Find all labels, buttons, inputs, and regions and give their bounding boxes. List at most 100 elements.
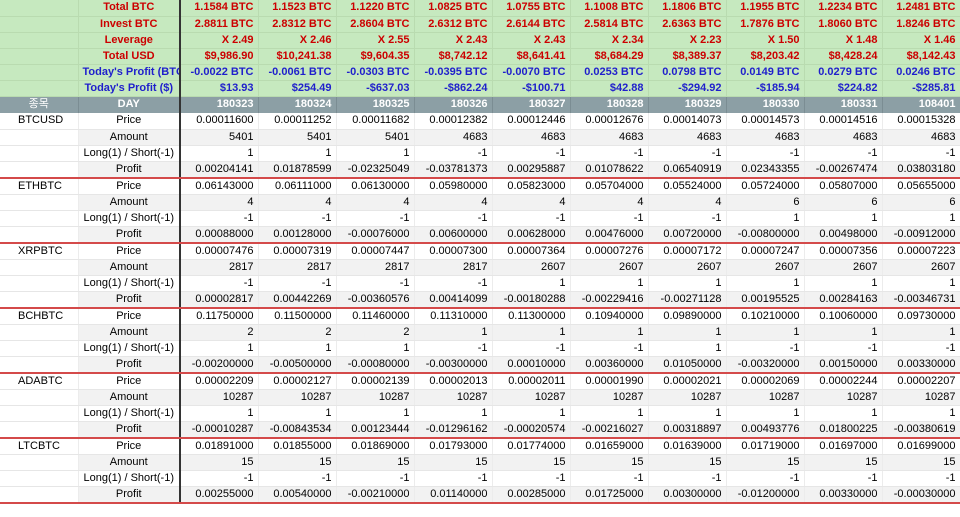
value-cell[interactable]: -1 (492, 340, 571, 357)
summary-value-cell[interactable]: 2.8604 BTC (336, 16, 415, 33)
summary-value-cell[interactable]: -$862.24 (414, 80, 493, 97)
row-label-cell[interactable]: Price (78, 307, 181, 325)
value-cell[interactable]: 4 (648, 194, 727, 211)
value-cell[interactable]: 0.05807000 (804, 177, 883, 195)
summary-value-cell[interactable]: $9,604.35 (336, 48, 415, 65)
row-label-cell[interactable]: Profit (78, 356, 181, 374)
value-cell[interactable]: 1 (726, 324, 805, 341)
value-cell[interactable]: -0.00020574 (492, 421, 571, 439)
value-cell[interactable]: 1 (258, 405, 337, 422)
value-cell[interactable]: -1 (882, 470, 960, 487)
value-cell[interactable]: -0.02325049 (336, 161, 415, 179)
value-cell[interactable]: 15 (492, 454, 571, 471)
value-cell[interactable]: 0.05524000 (648, 177, 727, 195)
value-cell[interactable]: -0.00030000 (882, 486, 960, 504)
value-cell[interactable]: 0.00285000 (492, 486, 571, 504)
value-cell[interactable]: 2 (180, 324, 259, 341)
value-cell[interactable]: 0.00002207 (882, 372, 960, 390)
value-cell[interactable]: -0.00800000 (726, 226, 805, 244)
value-cell[interactable]: 1 (336, 340, 415, 357)
value-cell[interactable]: 2817 (414, 259, 493, 276)
value-cell[interactable]: 0.06111000 (258, 177, 337, 195)
value-cell[interactable]: -0.00080000 (336, 356, 415, 374)
summary-value-cell[interactable]: 1.0755 BTC (492, 0, 571, 17)
summary-value-cell[interactable]: X 1.46 (882, 32, 960, 49)
value-cell[interactable]: -0.00200000 (180, 356, 259, 374)
row-label-cell[interactable]: Price (78, 113, 181, 130)
value-cell[interactable]: -0.00346731 (882, 291, 960, 309)
day-header-cell[interactable]: 180330 (726, 96, 805, 113)
value-cell[interactable]: 1 (336, 145, 415, 162)
value-cell[interactable]: 4683 (414, 129, 493, 146)
summary-value-cell[interactable]: 2.6363 BTC (648, 16, 727, 33)
value-cell[interactable]: 1 (180, 340, 259, 357)
row-label-cell[interactable]: Long(1) / Short(-1) (78, 470, 181, 487)
value-cell[interactable]: 0.01725000 (570, 486, 649, 504)
empty-cell[interactable] (0, 486, 79, 504)
value-cell[interactable]: 2607 (570, 259, 649, 276)
value-cell[interactable]: -1 (648, 470, 727, 487)
value-cell[interactable]: 0.06540919 (648, 161, 727, 179)
value-cell[interactable]: 0.00007223 (882, 242, 960, 260)
value-cell[interactable]: -1 (648, 210, 727, 227)
value-cell[interactable]: 0.11460000 (336, 307, 415, 325)
value-cell[interactable]: 0.01891000 (180, 437, 259, 455)
empty-cell[interactable] (0, 405, 79, 422)
value-cell[interactable]: 1 (414, 405, 493, 422)
empty-cell[interactable] (0, 340, 79, 357)
row-label-cell[interactable]: Long(1) / Short(-1) (78, 340, 181, 357)
value-cell[interactable]: -0.00229416 (570, 291, 649, 309)
value-cell[interactable]: 0.00476000 (570, 226, 649, 244)
value-cell[interactable]: 0.02343355 (726, 161, 805, 179)
value-cell[interactable]: -1 (180, 275, 259, 292)
row-label-cell[interactable]: Amount (78, 389, 181, 406)
value-cell[interactable]: -1 (726, 470, 805, 487)
value-cell[interactable]: 1 (492, 324, 571, 341)
value-cell[interactable]: 1 (570, 275, 649, 292)
value-cell[interactable]: 6 (804, 194, 883, 211)
summary-value-cell[interactable]: 1.0825 BTC (414, 0, 493, 17)
row-label-cell[interactable]: Long(1) / Short(-1) (78, 405, 181, 422)
value-cell[interactable]: 0.00007172 (648, 242, 727, 260)
value-cell[interactable]: 1 (648, 324, 727, 341)
value-cell[interactable]: -0.00267474 (804, 161, 883, 179)
row-label-cell[interactable]: Long(1) / Short(-1) (78, 275, 181, 292)
row-label-cell[interactable]: Long(1) / Short(-1) (78, 145, 181, 162)
value-cell[interactable]: 1 (180, 145, 259, 162)
summary-value-cell[interactable]: -$185.94 (726, 80, 805, 97)
day-header-cell[interactable]: 180325 (336, 96, 415, 113)
value-cell[interactable]: -1 (180, 470, 259, 487)
empty-cell[interactable] (0, 324, 79, 341)
value-cell[interactable]: 10287 (882, 389, 960, 406)
row-label-cell[interactable]: Price (78, 242, 181, 260)
value-cell[interactable]: 0.00540000 (258, 486, 337, 504)
value-cell[interactable]: 1 (414, 324, 493, 341)
value-cell[interactable]: 4 (414, 194, 493, 211)
value-cell[interactable]: 0.01050000 (648, 356, 727, 374)
summary-value-cell[interactable]: 1.1955 BTC (726, 0, 805, 17)
value-cell[interactable]: 2607 (804, 259, 883, 276)
value-cell[interactable]: -1 (258, 275, 337, 292)
value-cell[interactable]: 6 (726, 194, 805, 211)
value-cell[interactable]: 1 (570, 405, 649, 422)
value-cell[interactable]: 1 (570, 324, 649, 341)
value-cell[interactable]: 2817 (336, 259, 415, 276)
empty-cell[interactable] (0, 64, 79, 81)
value-cell[interactable]: 0.00002021 (648, 372, 727, 390)
summary-label[interactable]: Total USD (78, 48, 181, 65)
row-label-cell[interactable]: Amount (78, 129, 181, 146)
value-cell[interactable]: 1 (804, 210, 883, 227)
value-cell[interactable]: -0.03781373 (414, 161, 493, 179)
column-header-symbol[interactable]: 종목 (0, 96, 79, 113)
day-header-cell[interactable]: 180324 (258, 96, 337, 113)
value-cell[interactable]: 0.01774000 (492, 437, 571, 455)
value-cell[interactable]: 0.06130000 (336, 177, 415, 195)
value-cell[interactable]: -0.00076000 (336, 226, 415, 244)
value-cell[interactable]: 0.05655000 (882, 177, 960, 195)
empty-cell[interactable] (0, 291, 79, 309)
value-cell[interactable]: -1 (492, 470, 571, 487)
summary-value-cell[interactable]: $8,684.29 (570, 48, 649, 65)
value-cell[interactable]: -1 (726, 340, 805, 357)
value-cell[interactable]: -0.00210000 (336, 486, 415, 504)
value-cell[interactable]: 1 (882, 324, 960, 341)
